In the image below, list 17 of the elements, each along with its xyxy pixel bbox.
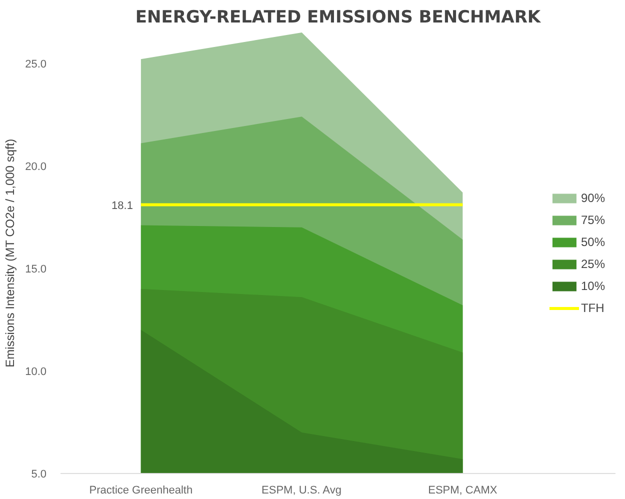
y-tick-label: 10.0: [25, 366, 47, 378]
y-tick-label: 15.0: [25, 263, 47, 276]
x-tick-label: ESPM, U.S. Avg: [262, 484, 342, 496]
y-tick-label: 25.0: [25, 58, 47, 70]
y-tick-label: 5.0: [31, 468, 47, 480]
y-axis-title: Emissions Intensity (MT CO2e / 1,000 sqft): [3, 138, 18, 368]
x-tick-label: Practice Greenhealth: [89, 484, 193, 496]
legend-label: 75%: [580, 212, 605, 226]
annotation: 18.1: [112, 200, 133, 212]
legend-label: TFH: [580, 300, 604, 314]
legend-label: 10%: [580, 278, 605, 292]
x-tick-label: ESPM, CAMX: [428, 484, 498, 496]
y-tick-label: 20.0: [25, 160, 47, 173]
legend-label: 25%: [580, 256, 605, 270]
legend-label: 50%: [580, 234, 605, 248]
legend-label: 90%: [580, 190, 605, 204]
chart-title: ENERGY-RELATED EMISSIONS BENCHMARK: [135, 8, 542, 28]
